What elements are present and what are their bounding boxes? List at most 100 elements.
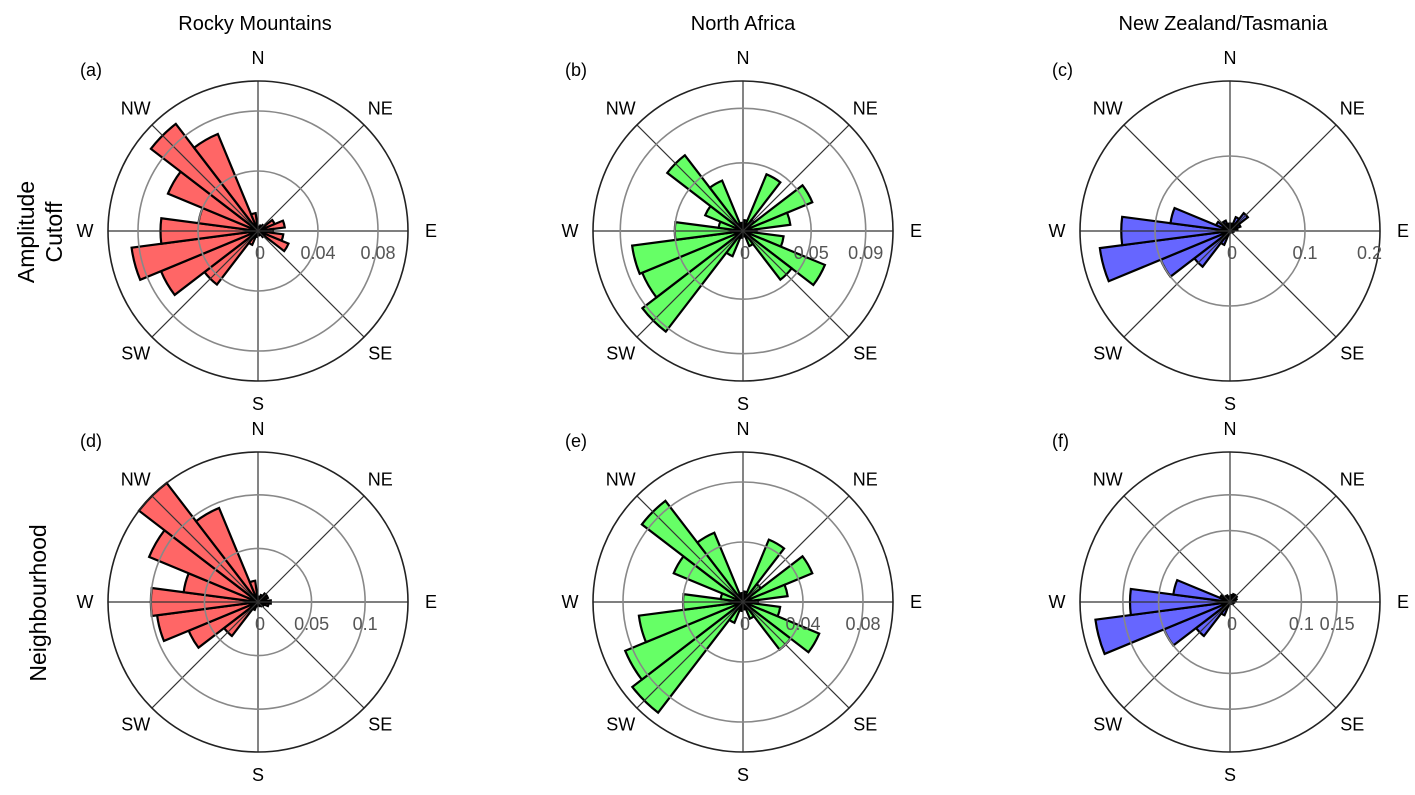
bar-bin-345 bbox=[738, 591, 745, 603]
direction-label-se: SE bbox=[368, 343, 392, 363]
bar-bin-75 bbox=[257, 219, 287, 233]
grid-ring-1 bbox=[682, 541, 804, 663]
grid-ring-2 bbox=[150, 494, 366, 710]
direction-label-w: W bbox=[77, 592, 94, 612]
bar-bin-75 bbox=[742, 211, 792, 233]
radial-tick-labels: 0 0.04 0.08 bbox=[255, 243, 396, 263]
column-titles: Rocky Mountains North Africa New Zealand… bbox=[178, 13, 1328, 35]
direction-label-e: E bbox=[1397, 221, 1409, 241]
direction-label-ne: NE bbox=[853, 470, 878, 490]
direction-label-n: N bbox=[1224, 419, 1237, 439]
outer-frame bbox=[592, 451, 894, 753]
grid-ring-2 bbox=[1122, 494, 1338, 710]
tick-label-1: 0.04 bbox=[785, 614, 820, 634]
spoke-ne bbox=[257, 124, 365, 232]
bar-bin-30 bbox=[741, 538, 786, 603]
tick-label-2: 0.08 bbox=[845, 614, 880, 634]
tick-label-1: 0.04 bbox=[300, 243, 335, 263]
direction-label-nw: NW bbox=[121, 99, 151, 119]
bar-bin-345 bbox=[738, 221, 745, 232]
tick-label-0: 0 bbox=[740, 614, 750, 634]
panel-f: N NE E SE S SW W NW 0 0.1 0.15 (f) bbox=[1049, 419, 1410, 785]
direction-label-n: N bbox=[737, 48, 750, 68]
direction-label-s: S bbox=[1224, 765, 1236, 785]
bar-bin-60 bbox=[742, 554, 814, 604]
direction-label-ne: NE bbox=[368, 99, 393, 119]
panel-label: (f) bbox=[1052, 431, 1069, 451]
radial-tick-labels: 0 0.05 0.1 bbox=[255, 614, 378, 634]
spoke-nw bbox=[1123, 495, 1231, 603]
outer-frame bbox=[107, 80, 409, 382]
outer-frame bbox=[107, 451, 409, 753]
direction-label-sw: SW bbox=[1093, 343, 1122, 363]
bar-bin-120 bbox=[257, 229, 290, 253]
panel-label: (b) bbox=[565, 60, 587, 80]
row-label-neighbourhood: Neighbourhood bbox=[25, 524, 51, 681]
direction-label-e: E bbox=[910, 221, 922, 241]
bar-bin-345 bbox=[249, 211, 260, 232]
direction-label-se: SE bbox=[1340, 343, 1364, 363]
tick-label-1: 0.05 bbox=[294, 614, 329, 634]
bar-bin-240 bbox=[623, 600, 744, 682]
tick-label-0: 0 bbox=[740, 243, 750, 263]
direction-label-nw: NW bbox=[121, 470, 151, 490]
bars bbox=[1098, 206, 1250, 283]
tick-label-2: 0.1 bbox=[353, 614, 378, 634]
column-title-north-africa: North Africa bbox=[691, 13, 796, 35]
bar-bin-255 bbox=[130, 229, 259, 282]
row-label-amplitude-cutoff-line1: Amplitude bbox=[13, 181, 39, 283]
bar-bin-30 bbox=[741, 172, 782, 232]
polar-grid bbox=[107, 451, 409, 753]
spoke-sw bbox=[636, 601, 744, 709]
bar-bin-255 bbox=[630, 229, 744, 276]
panel-c: N NE E SE S SW W NW 0 0.1 0.2 (c) bbox=[1049, 48, 1410, 414]
direction-label-n: N bbox=[737, 419, 750, 439]
spoke-sw bbox=[151, 230, 259, 338]
direction-labels: N NE E SE S SW W NW bbox=[77, 48, 438, 414]
panel-a: N NE E SE S SW W NW 0 0.04 0.08 (a) bbox=[77, 48, 438, 414]
spoke-se bbox=[257, 230, 365, 338]
panel-label: (a) bbox=[80, 60, 102, 80]
direction-label-ne: NE bbox=[853, 99, 878, 119]
direction-label-n: N bbox=[1224, 48, 1237, 68]
direction-label-nw: NW bbox=[1093, 470, 1123, 490]
bar-bin-120 bbox=[742, 600, 821, 654]
polar-grid bbox=[1079, 80, 1381, 382]
direction-label-n: N bbox=[252, 419, 265, 439]
polar-grid bbox=[592, 80, 894, 382]
radial-tick-labels: 0 0.1 0.15 bbox=[1227, 614, 1355, 634]
tick-label-2: 0.09 bbox=[848, 243, 883, 263]
tick-label-2: 0.15 bbox=[1320, 614, 1355, 634]
direction-label-e: E bbox=[425, 221, 437, 241]
bar-bin-120 bbox=[742, 229, 827, 287]
tick-label-0: 0 bbox=[1227, 614, 1237, 634]
panel-label: (d) bbox=[80, 431, 102, 451]
tick-label-0: 0 bbox=[1227, 243, 1237, 263]
direction-label-s: S bbox=[252, 765, 264, 785]
polar-grid bbox=[107, 80, 409, 382]
direction-label-s: S bbox=[1224, 394, 1236, 414]
spoke-se bbox=[257, 601, 365, 709]
outer-frame bbox=[1079, 451, 1381, 753]
spoke-se bbox=[742, 601, 850, 709]
panel-b: N NE E SE S SW W NW 0 0.05 0.09 (b) bbox=[562, 48, 923, 414]
direction-labels: N NE E SE S SW W NW bbox=[562, 419, 923, 785]
radial-tick-labels: 0 0.05 0.09 bbox=[740, 243, 883, 263]
spoke-sw bbox=[151, 601, 259, 709]
panel-label: (e) bbox=[565, 431, 587, 451]
bar-bin-255 bbox=[637, 600, 744, 644]
grid-ring-1 bbox=[1157, 529, 1303, 675]
column-title-new-zealand-tasmania: New Zealand/Tasmania bbox=[1119, 13, 1329, 35]
direction-label-e: E bbox=[1397, 592, 1409, 612]
spoke-se bbox=[1229, 601, 1337, 709]
direction-labels: N NE E SE S SW W NW bbox=[562, 48, 923, 414]
direction-label-nw: NW bbox=[606, 470, 636, 490]
tick-label-0: 0 bbox=[255, 243, 265, 263]
bar-bin-330 bbox=[192, 132, 260, 232]
panel-label: (c) bbox=[1052, 60, 1073, 80]
row-labels: Amplitude Cutoff Neighbourhood bbox=[13, 181, 67, 682]
direction-label-w: W bbox=[1049, 592, 1066, 612]
row-label-amplitude-cutoff-line2: Cutoff bbox=[41, 201, 67, 263]
panel-e: N NE E SE S SW W NW 0 0.04 0.08 (e) bbox=[562, 419, 923, 785]
